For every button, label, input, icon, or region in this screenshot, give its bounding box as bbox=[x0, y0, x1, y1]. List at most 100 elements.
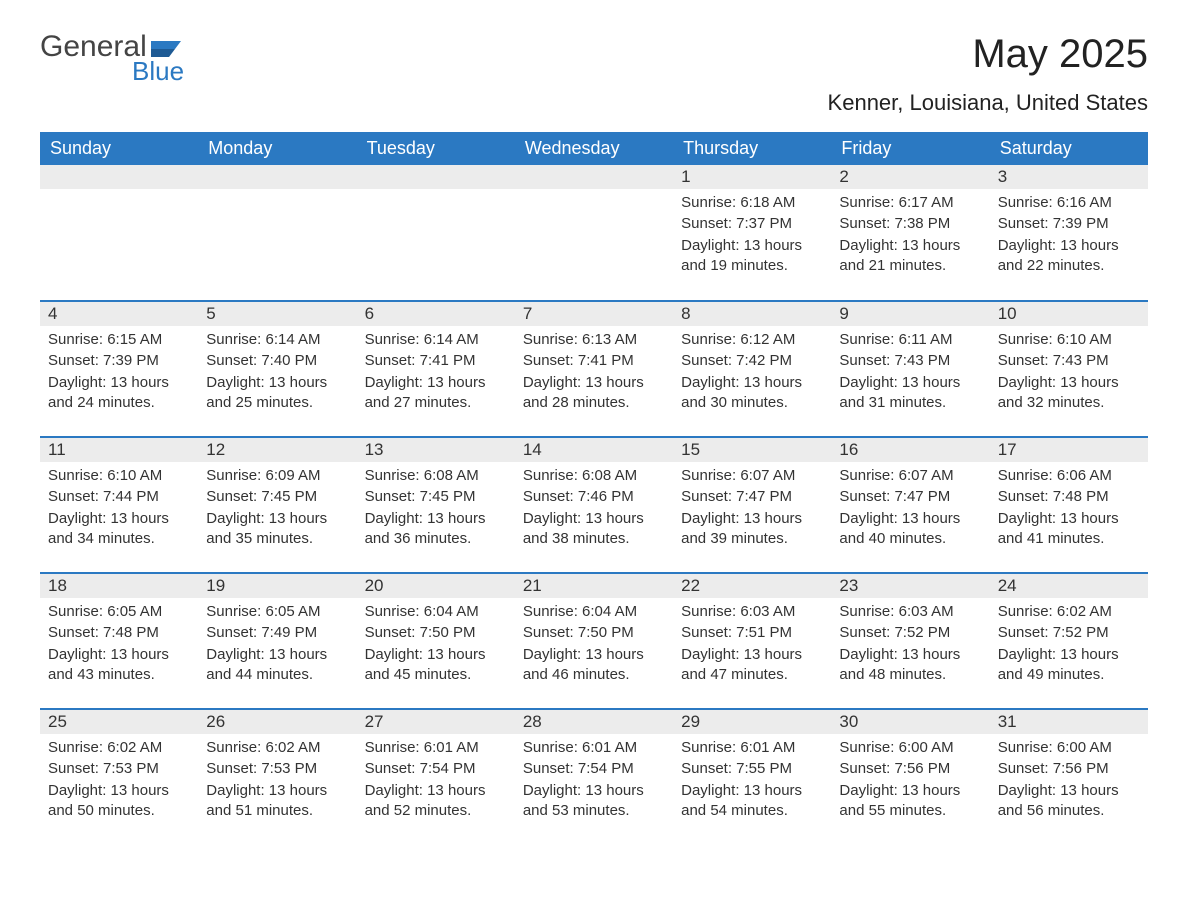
daylight-text: Daylight: 13 hours and 47 minutes. bbox=[681, 645, 823, 686]
sunrise-text: Sunrise: 6:06 AM bbox=[998, 466, 1140, 486]
day-body: Sunrise: 6:17 AMSunset: 7:38 PMDaylight:… bbox=[831, 189, 989, 285]
calendar-week-row: 1Sunrise: 6:18 AMSunset: 7:37 PMDaylight… bbox=[40, 165, 1148, 301]
logo-text-blue: Blue bbox=[132, 58, 184, 84]
daylight-text: Daylight: 13 hours and 31 minutes. bbox=[839, 373, 981, 414]
calendar-cell: 28Sunrise: 6:01 AMSunset: 7:54 PMDayligh… bbox=[515, 709, 673, 845]
calendar-cell bbox=[40, 165, 198, 301]
daylight-text: Daylight: 13 hours and 45 minutes. bbox=[365, 645, 507, 686]
sunrise-text: Sunrise: 6:04 AM bbox=[523, 602, 665, 622]
weekday-header-row: Sunday Monday Tuesday Wednesday Thursday… bbox=[40, 132, 1148, 165]
day-number: 29 bbox=[673, 710, 831, 734]
calendar-cell: 23Sunrise: 6:03 AMSunset: 7:52 PMDayligh… bbox=[831, 573, 989, 709]
calendar-cell: 25Sunrise: 6:02 AMSunset: 7:53 PMDayligh… bbox=[40, 709, 198, 845]
sunrise-text: Sunrise: 6:13 AM bbox=[523, 330, 665, 350]
daylight-text: Daylight: 13 hours and 24 minutes. bbox=[48, 373, 190, 414]
daylight-text: Daylight: 13 hours and 43 minutes. bbox=[48, 645, 190, 686]
sunset-text: Sunset: 7:56 PM bbox=[839, 759, 981, 779]
sunset-text: Sunset: 7:50 PM bbox=[365, 623, 507, 643]
sunrise-text: Sunrise: 6:02 AM bbox=[48, 738, 190, 758]
sunset-text: Sunset: 7:40 PM bbox=[206, 351, 348, 371]
sunrise-text: Sunrise: 6:08 AM bbox=[365, 466, 507, 486]
calendar-cell: 24Sunrise: 6:02 AMSunset: 7:52 PMDayligh… bbox=[990, 573, 1148, 709]
daylight-text: Daylight: 13 hours and 36 minutes. bbox=[365, 509, 507, 550]
sunrise-text: Sunrise: 6:04 AM bbox=[365, 602, 507, 622]
calendar-cell: 7Sunrise: 6:13 AMSunset: 7:41 PMDaylight… bbox=[515, 301, 673, 437]
sunset-text: Sunset: 7:48 PM bbox=[48, 623, 190, 643]
day-body: Sunrise: 6:01 AMSunset: 7:55 PMDaylight:… bbox=[673, 734, 831, 830]
day-body: Sunrise: 6:00 AMSunset: 7:56 PMDaylight:… bbox=[831, 734, 989, 830]
calendar-cell: 14Sunrise: 6:08 AMSunset: 7:46 PMDayligh… bbox=[515, 437, 673, 573]
day-body: Sunrise: 6:09 AMSunset: 7:45 PMDaylight:… bbox=[198, 462, 356, 558]
sunrise-text: Sunrise: 6:18 AM bbox=[681, 193, 823, 213]
day-body: Sunrise: 6:00 AMSunset: 7:56 PMDaylight:… bbox=[990, 734, 1148, 830]
sunrise-text: Sunrise: 6:15 AM bbox=[48, 330, 190, 350]
calendar-table: Sunday Monday Tuesday Wednesday Thursday… bbox=[40, 132, 1148, 845]
day-number: 17 bbox=[990, 438, 1148, 462]
calendar-week-row: 18Sunrise: 6:05 AMSunset: 7:48 PMDayligh… bbox=[40, 573, 1148, 709]
day-number: 15 bbox=[673, 438, 831, 462]
sunset-text: Sunset: 7:39 PM bbox=[48, 351, 190, 371]
day-number: 23 bbox=[831, 574, 989, 598]
sunrise-text: Sunrise: 6:05 AM bbox=[48, 602, 190, 622]
weekday-header: Sunday bbox=[40, 132, 198, 165]
day-number: 10 bbox=[990, 302, 1148, 326]
sunrise-text: Sunrise: 6:11 AM bbox=[839, 330, 981, 350]
daylight-text: Daylight: 13 hours and 54 minutes. bbox=[681, 781, 823, 822]
daylight-text: Daylight: 13 hours and 27 minutes. bbox=[365, 373, 507, 414]
sunset-text: Sunset: 7:53 PM bbox=[206, 759, 348, 779]
sunrise-text: Sunrise: 6:00 AM bbox=[839, 738, 981, 758]
day-body: Sunrise: 6:10 AMSunset: 7:44 PMDaylight:… bbox=[40, 462, 198, 558]
daylight-text: Daylight: 13 hours and 46 minutes. bbox=[523, 645, 665, 686]
sunset-text: Sunset: 7:49 PM bbox=[206, 623, 348, 643]
sunrise-text: Sunrise: 6:12 AM bbox=[681, 330, 823, 350]
day-body: Sunrise: 6:15 AMSunset: 7:39 PMDaylight:… bbox=[40, 326, 198, 422]
day-body: Sunrise: 6:07 AMSunset: 7:47 PMDaylight:… bbox=[673, 462, 831, 558]
sunset-text: Sunset: 7:39 PM bbox=[998, 214, 1140, 234]
sunrise-text: Sunrise: 6:01 AM bbox=[681, 738, 823, 758]
weekday-header: Saturday bbox=[990, 132, 1148, 165]
calendar-cell: 16Sunrise: 6:07 AMSunset: 7:47 PMDayligh… bbox=[831, 437, 989, 573]
day-body: Sunrise: 6:02 AMSunset: 7:53 PMDaylight:… bbox=[198, 734, 356, 830]
calendar-cell bbox=[357, 165, 515, 301]
daylight-text: Daylight: 13 hours and 52 minutes. bbox=[365, 781, 507, 822]
daylight-text: Daylight: 13 hours and 34 minutes. bbox=[48, 509, 190, 550]
sunrise-text: Sunrise: 6:16 AM bbox=[998, 193, 1140, 213]
day-body: Sunrise: 6:03 AMSunset: 7:51 PMDaylight:… bbox=[673, 598, 831, 694]
sunset-text: Sunset: 7:45 PM bbox=[365, 487, 507, 507]
sunrise-text: Sunrise: 6:10 AM bbox=[998, 330, 1140, 350]
daylight-text: Daylight: 13 hours and 51 minutes. bbox=[206, 781, 348, 822]
calendar-cell bbox=[515, 165, 673, 301]
sunrise-text: Sunrise: 6:01 AM bbox=[523, 738, 665, 758]
day-number: 19 bbox=[198, 574, 356, 598]
day-body: Sunrise: 6:01 AMSunset: 7:54 PMDaylight:… bbox=[357, 734, 515, 830]
calendar-cell: 9Sunrise: 6:11 AMSunset: 7:43 PMDaylight… bbox=[831, 301, 989, 437]
day-number: 7 bbox=[515, 302, 673, 326]
sunset-text: Sunset: 7:50 PM bbox=[523, 623, 665, 643]
sunrise-text: Sunrise: 6:02 AM bbox=[998, 602, 1140, 622]
sunrise-text: Sunrise: 6:03 AM bbox=[839, 602, 981, 622]
day-body: Sunrise: 6:04 AMSunset: 7:50 PMDaylight:… bbox=[515, 598, 673, 694]
daylight-text: Daylight: 13 hours and 41 minutes. bbox=[998, 509, 1140, 550]
day-number: 30 bbox=[831, 710, 989, 734]
daylight-text: Daylight: 13 hours and 48 minutes. bbox=[839, 645, 981, 686]
sunrise-text: Sunrise: 6:08 AM bbox=[523, 466, 665, 486]
sunset-text: Sunset: 7:54 PM bbox=[523, 759, 665, 779]
daylight-text: Daylight: 13 hours and 44 minutes. bbox=[206, 645, 348, 686]
day-number: 13 bbox=[357, 438, 515, 462]
day-number-empty bbox=[198, 165, 356, 189]
daylight-text: Daylight: 13 hours and 32 minutes. bbox=[998, 373, 1140, 414]
day-number: 22 bbox=[673, 574, 831, 598]
calendar-cell: 22Sunrise: 6:03 AMSunset: 7:51 PMDayligh… bbox=[673, 573, 831, 709]
day-body: Sunrise: 6:02 AMSunset: 7:52 PMDaylight:… bbox=[990, 598, 1148, 694]
weekday-header: Friday bbox=[831, 132, 989, 165]
calendar-cell: 15Sunrise: 6:07 AMSunset: 7:47 PMDayligh… bbox=[673, 437, 831, 573]
calendar-cell: 17Sunrise: 6:06 AMSunset: 7:48 PMDayligh… bbox=[990, 437, 1148, 573]
daylight-text: Daylight: 13 hours and 21 minutes. bbox=[839, 236, 981, 277]
day-number: 6 bbox=[357, 302, 515, 326]
day-number: 1 bbox=[673, 165, 831, 189]
sunset-text: Sunset: 7:54 PM bbox=[365, 759, 507, 779]
calendar-cell bbox=[198, 165, 356, 301]
daylight-text: Daylight: 13 hours and 35 minutes. bbox=[206, 509, 348, 550]
day-body: Sunrise: 6:08 AMSunset: 7:46 PMDaylight:… bbox=[515, 462, 673, 558]
calendar-cell: 26Sunrise: 6:02 AMSunset: 7:53 PMDayligh… bbox=[198, 709, 356, 845]
